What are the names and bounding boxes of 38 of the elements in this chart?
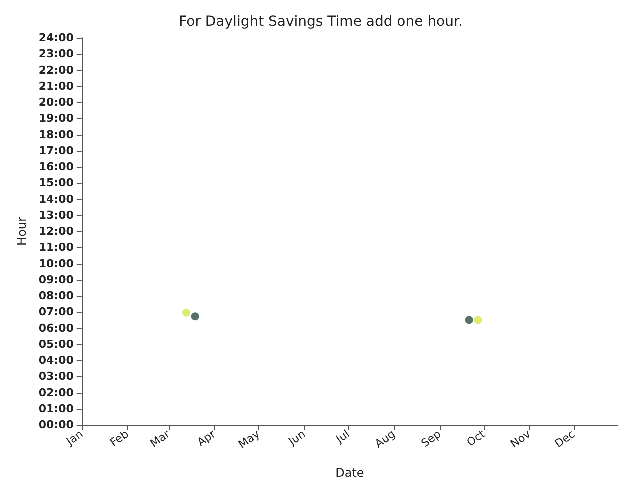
x-tick-label: Aug <box>372 428 398 451</box>
x-tick-label: Nov <box>508 427 534 451</box>
x-axis-title: Date <box>336 466 364 480</box>
x-tick-label: Oct <box>464 427 488 450</box>
x-tick-label: Mar <box>148 427 173 450</box>
y-tick-label: 08:00 <box>38 290 74 302</box>
y-tick-label: 16:00 <box>38 160 74 174</box>
x-tick-label: Dec <box>552 428 578 451</box>
y-tick-label: 05:00 <box>38 338 74 351</box>
y-tick-label: 06:00 <box>38 322 74 335</box>
y-tick-label: 18:00 <box>38 128 74 142</box>
y-tick-label: 20:00 <box>38 96 74 109</box>
x-tick-label: Apr <box>195 427 219 450</box>
y-tick-label: 11:00 <box>38 241 74 254</box>
x-tick-label: Jun <box>286 428 308 449</box>
y-tick-label: 01:00 <box>38 402 74 416</box>
x-tick-label: May <box>236 427 263 452</box>
y-axis-title: Hour <box>15 216 29 246</box>
y-tick-label: 23:00 <box>38 48 74 61</box>
y-tick-label: 10:00 <box>38 257 74 270</box>
y-tick-label: 21:00 <box>38 80 74 93</box>
x-tick-label: Jul <box>333 428 352 447</box>
x-tick-label: Feb <box>108 428 132 450</box>
y-tick-label: 19:00 <box>38 112 74 126</box>
y-tick-label: 22:00 <box>38 64 74 77</box>
x-tick-label: Sep <box>419 428 444 450</box>
y-tick-label: 09:00 <box>38 273 74 286</box>
y-tick-label: 17:00 <box>38 144 74 158</box>
y-tick-label: 12:00 <box>38 225 74 238</box>
chart-title: For Daylight Savings Time add one hour. <box>179 14 463 30</box>
y-tick-label: 14:00 <box>38 192 74 206</box>
y-tick-label: 15:00 <box>38 176 74 190</box>
y-tick-label: 04:00 <box>38 354 74 367</box>
y-tick-label: 07:00 <box>38 306 74 319</box>
y-tick-label: 24:00 <box>38 32 74 44</box>
y-tick-label: 03:00 <box>38 370 74 384</box>
y-tick-label: 13:00 <box>38 208 74 222</box>
y-tick-label: 02:00 <box>38 386 74 400</box>
